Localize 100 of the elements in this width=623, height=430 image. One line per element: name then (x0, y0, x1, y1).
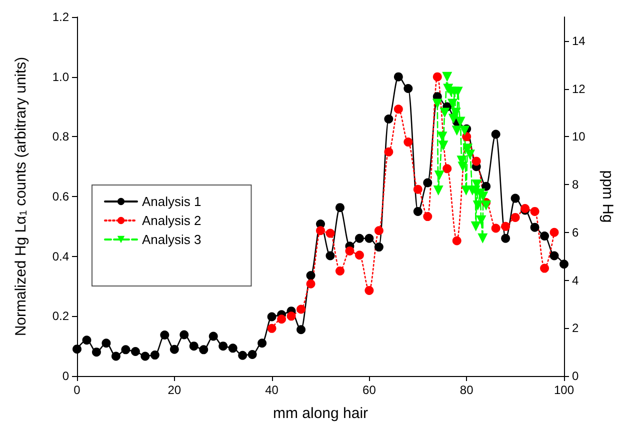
point (170, 344, 179, 354)
legend-label: Analysis 2 (142, 213, 202, 228)
point (510, 194, 520, 203)
point (102, 338, 111, 348)
point (345, 246, 354, 256)
point (432, 72, 442, 82)
point (404, 84, 413, 93)
point (432, 98, 442, 109)
point (501, 234, 510, 243)
y-tick-label: 0 (62, 369, 70, 383)
point (452, 126, 462, 136)
point (364, 234, 374, 243)
point (374, 242, 384, 252)
point (413, 206, 422, 216)
point (258, 338, 267, 348)
y-tick-label: 0.8 (52, 130, 70, 144)
point (374, 226, 384, 236)
y-tick-label: 1.2 (52, 10, 70, 24)
point (248, 350, 257, 359)
point (394, 72, 403, 82)
x-axis-title: mm along hair (272, 405, 368, 422)
point (472, 200, 483, 210)
y2-tick-label: 10 (572, 130, 586, 144)
y-axis-title: Normalized Hg Lα1 counts (arbitrary units) (12, 56, 30, 336)
x-tick-label: 40 (265, 383, 279, 397)
point (465, 150, 476, 160)
point (447, 98, 458, 109)
point (354, 250, 364, 260)
point (501, 222, 510, 231)
point (530, 222, 540, 232)
point (199, 345, 208, 354)
point (413, 184, 422, 194)
point (335, 203, 344, 212)
point (438, 140, 448, 151)
point (491, 130, 500, 139)
point (540, 231, 550, 240)
point (111, 352, 120, 361)
point (140, 352, 150, 361)
point (208, 332, 218, 341)
point (423, 212, 432, 222)
point (92, 348, 101, 357)
point (481, 200, 492, 210)
point (130, 346, 140, 356)
point (306, 279, 316, 288)
y-tick-label: 1.0 (52, 70, 70, 84)
point (267, 312, 276, 322)
point (530, 206, 540, 216)
y2-tick-label: 12 (572, 82, 586, 96)
legend-label: Analysis 3 (142, 232, 202, 247)
point (296, 304, 306, 314)
x-tick-label: 80 (460, 383, 474, 397)
point (354, 234, 364, 243)
point (267, 324, 276, 333)
y2-tick-label: 2 (572, 321, 579, 336)
point (180, 330, 189, 340)
point (306, 270, 316, 280)
point (218, 342, 228, 351)
point (384, 114, 394, 124)
point (452, 236, 462, 246)
point (394, 104, 403, 114)
y-tick-label: 0.6 (52, 190, 70, 204)
point (550, 251, 559, 260)
point (296, 325, 306, 334)
point (326, 228, 335, 238)
point (160, 330, 170, 340)
point (82, 336, 92, 345)
y2-tick-label: 6 (572, 225, 579, 240)
point (423, 178, 432, 188)
point (433, 186, 444, 196)
x-tick-label: 0 (74, 383, 81, 397)
point (335, 266, 344, 276)
point (440, 108, 450, 118)
point (491, 224, 500, 233)
point (470, 221, 481, 232)
point (384, 147, 394, 156)
point (510, 212, 520, 222)
point (472, 156, 481, 166)
point (277, 314, 286, 324)
point (442, 164, 452, 174)
point (540, 264, 550, 273)
y2-tick-label: 4 (572, 273, 579, 288)
point (462, 132, 472, 142)
point (72, 344, 82, 354)
y2-axis-title: ppm Hg (599, 170, 616, 223)
point (560, 260, 568, 269)
point (150, 350, 160, 360)
point (458, 162, 468, 172)
y2-tick-label: 14 (572, 34, 586, 48)
legend-label: Analysis 1 (142, 194, 202, 209)
point (550, 228, 559, 237)
point (326, 251, 335, 260)
point (238, 350, 248, 360)
point (404, 138, 413, 147)
point (316, 226, 325, 236)
point (286, 312, 296, 321)
point (121, 345, 130, 354)
point (434, 170, 444, 181)
point (455, 116, 466, 127)
y2-tick-label: 8 (572, 178, 579, 192)
point (442, 72, 452, 82)
